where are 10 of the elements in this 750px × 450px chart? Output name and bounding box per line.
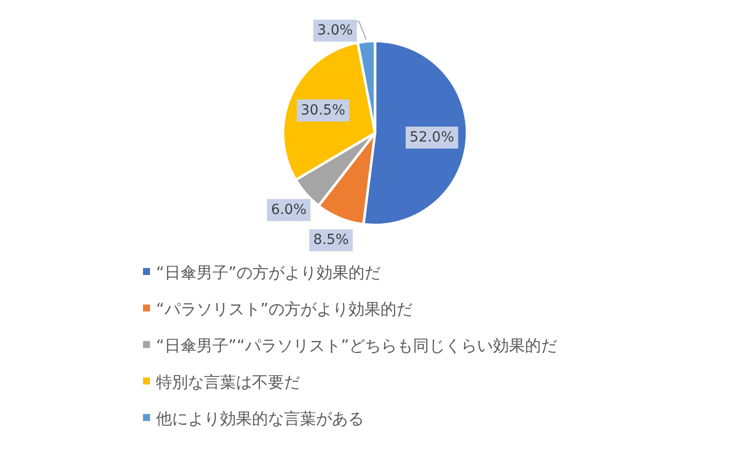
legend-label: “日傘男子”“パラソリスト”どちらも同じくらい効果的だ — [156, 336, 558, 355]
legend-label: “日傘男子”の方がより効果的だ — [156, 263, 381, 282]
data-label: 52.0% — [410, 130, 454, 146]
legend-label: “パラソリスト”の方がより効果的だ — [156, 300, 413, 318]
data-label: 3.0% — [317, 22, 353, 39]
data-label: 8.5% — [313, 232, 349, 248]
data-label: 30.5% — [300, 102, 346, 119]
legend-label: 他により効果的な言葉がある — [156, 409, 364, 428]
legend-label: 特別な言葉は不要だ — [156, 372, 300, 392]
data-label: 6.0% — [270, 202, 307, 218]
